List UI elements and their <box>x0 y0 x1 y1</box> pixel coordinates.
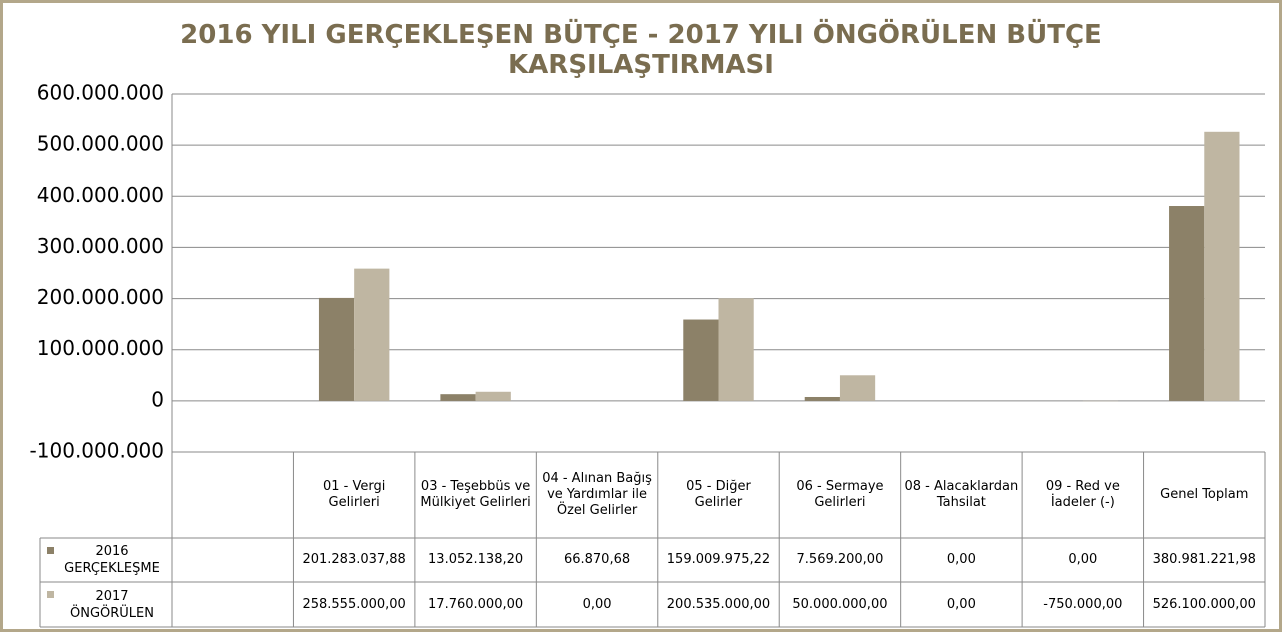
value-label: 0,00 <box>1068 552 1098 567</box>
bar <box>839 375 876 401</box>
value-label: 380.981.221,98 <box>1152 552 1256 567</box>
y-tick-label: 600.000.000 <box>37 81 164 105</box>
y-tick-label: 100.000.000 <box>37 336 164 360</box>
value-label: 0,00 <box>946 596 976 612</box>
value-label: 526.100.000,00 <box>1152 596 1256 612</box>
bar <box>683 319 719 401</box>
y-tick-label: 400.000.000 <box>37 183 164 207</box>
value-label: 258.555.000,00 <box>302 596 406 612</box>
value-label: 200.535.000,00 <box>666 596 771 612</box>
x-tick-label: 08 - Alacaklardan Tahsilat <box>904 479 1019 510</box>
chart-title: 2016 YILI GERÇEKLEŞEN BÜTÇE - 2017 YILI … <box>180 20 1102 80</box>
value-label: 201.283.037,88 <box>302 552 406 567</box>
x-tick-label: 06 - Sermaye Gelirleri <box>796 479 884 510</box>
value-label: -750.000,00 <box>1043 596 1123 612</box>
legend-marker <box>47 591 54 598</box>
bar <box>475 391 511 401</box>
bar <box>318 297 355 401</box>
legend-label: 2017 ÖNGÖRÜLEN <box>70 588 154 621</box>
legend-label: 2016 GERÇEKLEŞME <box>64 544 160 576</box>
y-tick-label: -100.000.000 <box>30 439 164 463</box>
value-label: 159.009.975,22 <box>666 552 771 567</box>
bar <box>440 394 476 401</box>
bar <box>718 298 754 401</box>
y-tick-label: 200.000.000 <box>37 285 164 309</box>
legend-marker <box>47 547 54 554</box>
value-label: 66.870,68 <box>563 552 631 567</box>
x-tick-label: 04 - Alınan Bağış ve Yardımlar ile Özel … <box>542 471 652 518</box>
value-label: 0,00 <box>946 552 976 567</box>
bar <box>1204 131 1240 401</box>
x-tick-label: Genel Toplam <box>1160 487 1249 502</box>
x-tick-label: 05 - Diğer Gelirler <box>686 479 751 510</box>
value-label: 7.569.200,00 <box>796 552 884 567</box>
value-label: 17.760.000,00 <box>428 596 524 612</box>
y-tick-label: 300.000.000 <box>37 234 164 258</box>
y-tick-label: 500.000.000 <box>37 132 164 156</box>
value-label: 50.000.000,00 <box>792 596 888 612</box>
value-label: 13.052.138,20 <box>428 552 524 567</box>
x-tick-label: 09 - Red ve İadeler (-) <box>1045 479 1120 510</box>
bar <box>1169 206 1205 401</box>
y-tick-label: 0 <box>151 387 164 411</box>
bar <box>804 396 840 401</box>
bar <box>354 268 390 401</box>
x-tick-label: 03 - Teşebbüs ve Mülkiyet Gelirleri <box>420 479 531 510</box>
x-tick-label: 01 - Vergi Gelirleri <box>322 479 386 510</box>
value-label: 0,00 <box>582 596 612 612</box>
